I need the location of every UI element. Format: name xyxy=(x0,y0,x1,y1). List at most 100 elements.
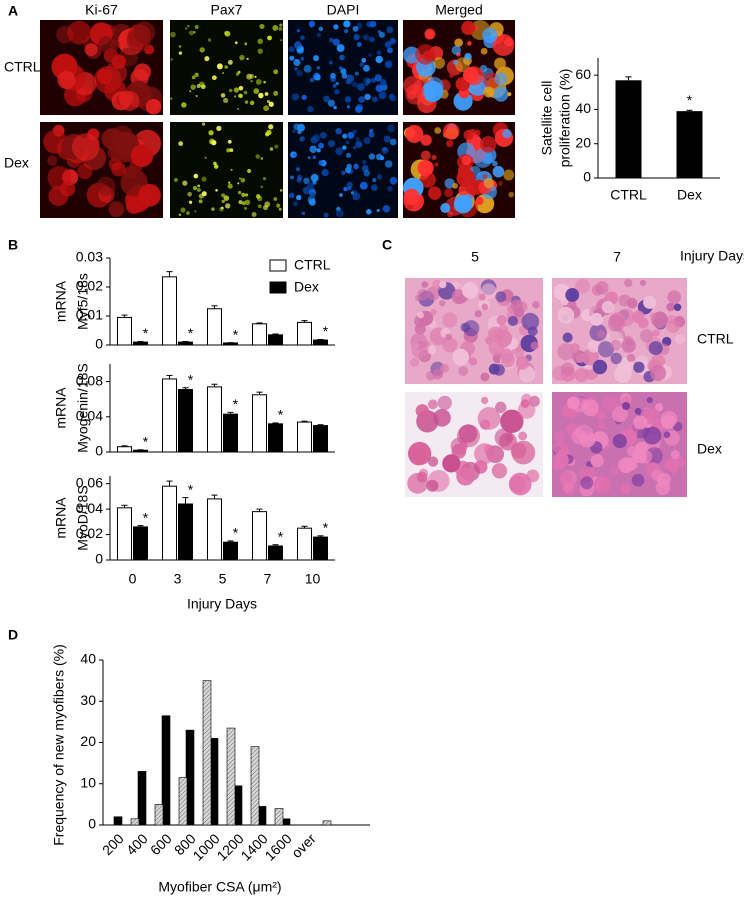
micrograph-blob xyxy=(294,41,302,50)
micrograph-blob xyxy=(610,339,622,351)
micrograph-blob xyxy=(240,57,243,60)
bar xyxy=(268,423,283,453)
micrograph-blob xyxy=(332,38,340,46)
micrograph-blob xyxy=(389,37,396,45)
micrograph-blob xyxy=(194,210,197,213)
column-label: DAPI xyxy=(327,2,360,18)
bar xyxy=(202,680,212,826)
micrograph-blob xyxy=(290,175,294,180)
micrograph-blob xyxy=(328,60,333,65)
micrograph-blob xyxy=(428,186,442,200)
micrograph-blob xyxy=(417,159,434,177)
micrograph-blob xyxy=(170,31,176,38)
micrograph-blob xyxy=(238,177,242,180)
micrograph-blob xyxy=(263,80,266,84)
micrograph-blob xyxy=(350,191,355,195)
micrograph-blob xyxy=(375,55,383,64)
x-tick-label: 0 xyxy=(129,571,137,587)
micrograph-blob xyxy=(409,357,420,367)
micrograph-blob xyxy=(368,153,376,160)
micrograph-blob xyxy=(133,63,152,81)
micrograph-blob xyxy=(227,139,232,144)
bar xyxy=(207,308,222,346)
significance: * xyxy=(323,520,329,536)
micrograph-blob xyxy=(333,24,339,30)
micrograph-blob xyxy=(492,33,515,56)
micrograph-blob xyxy=(415,44,436,65)
micrograph-blob xyxy=(560,297,569,306)
y-tick-label: 0 xyxy=(583,169,591,185)
micrograph-blob xyxy=(227,183,233,189)
micrograph-blob xyxy=(222,71,225,75)
column-label: 5 xyxy=(471,249,479,265)
micrograph-blob xyxy=(207,38,212,42)
micrograph-blob xyxy=(521,312,540,331)
micrograph-blob xyxy=(251,211,257,217)
micrograph-blob xyxy=(369,20,377,28)
column-label: Pax7 xyxy=(211,2,243,18)
micrograph-blob xyxy=(372,96,378,103)
micrograph-blob xyxy=(380,79,387,86)
micrograph-blob xyxy=(306,182,315,190)
micrograph-blob xyxy=(437,395,452,411)
panel-label: C xyxy=(382,237,392,253)
micrograph-blob xyxy=(188,200,193,204)
micrograph-blob xyxy=(442,337,458,353)
micrograph-blob xyxy=(253,88,260,94)
micrograph-blob xyxy=(297,174,303,181)
micrograph-blob xyxy=(482,27,498,43)
micrograph-blob xyxy=(451,443,467,459)
bar xyxy=(154,804,164,826)
micrograph-blob xyxy=(626,353,636,362)
micrograph-blob xyxy=(575,278,590,294)
bar xyxy=(250,746,260,826)
bar xyxy=(274,808,284,826)
y-tick-label: 40 xyxy=(80,651,96,667)
micrograph-blob xyxy=(386,26,394,34)
micrograph-blob xyxy=(376,208,380,213)
micrograph-blob xyxy=(417,311,424,319)
significance: * xyxy=(143,325,149,341)
micrograph-blob xyxy=(467,41,472,46)
micrograph-blob xyxy=(452,348,470,366)
micrograph-blob xyxy=(359,62,364,67)
micrograph-blob xyxy=(666,319,680,334)
bar xyxy=(252,323,267,346)
micrograph-blob xyxy=(361,58,367,63)
bar xyxy=(223,413,238,453)
micrograph-blob xyxy=(519,365,536,383)
micrograph-blob xyxy=(220,93,226,98)
micrograph-blob xyxy=(178,141,183,146)
micrograph-blob xyxy=(319,131,327,139)
micrograph-blob xyxy=(279,189,283,192)
micrograph-blob xyxy=(323,212,329,218)
micrograph-blob xyxy=(461,155,472,166)
micrograph-blob xyxy=(403,46,421,64)
micrograph-blob xyxy=(444,188,454,198)
micrograph-blob xyxy=(440,363,450,373)
micrograph-blob xyxy=(362,34,370,41)
micrograph-blob xyxy=(344,96,352,103)
micrograph-blob xyxy=(480,47,488,55)
micrograph-blob xyxy=(379,155,385,161)
micrograph-blob xyxy=(133,21,156,44)
micrograph-blob xyxy=(440,202,451,214)
panel-label: D xyxy=(8,627,18,643)
micrograph-blob xyxy=(643,296,657,309)
micrograph-blob xyxy=(335,209,344,218)
micrograph-blob xyxy=(607,314,625,332)
micrograph-blob xyxy=(241,201,246,206)
bar xyxy=(676,111,703,178)
micrograph-blob xyxy=(181,102,187,108)
micrograph-blob xyxy=(595,281,609,295)
y-axis-label: Satellite cell xyxy=(539,81,555,156)
micrograph-blob xyxy=(57,70,76,90)
significance: * xyxy=(188,481,194,497)
micrograph-blob xyxy=(369,36,375,43)
micrograph-blob xyxy=(321,169,329,177)
micrograph-blob xyxy=(670,450,680,460)
micrograph-blob xyxy=(455,57,470,72)
x-tick-label: 3 xyxy=(174,571,182,587)
micrograph-blob xyxy=(474,26,479,31)
micrograph-blob xyxy=(238,93,243,99)
